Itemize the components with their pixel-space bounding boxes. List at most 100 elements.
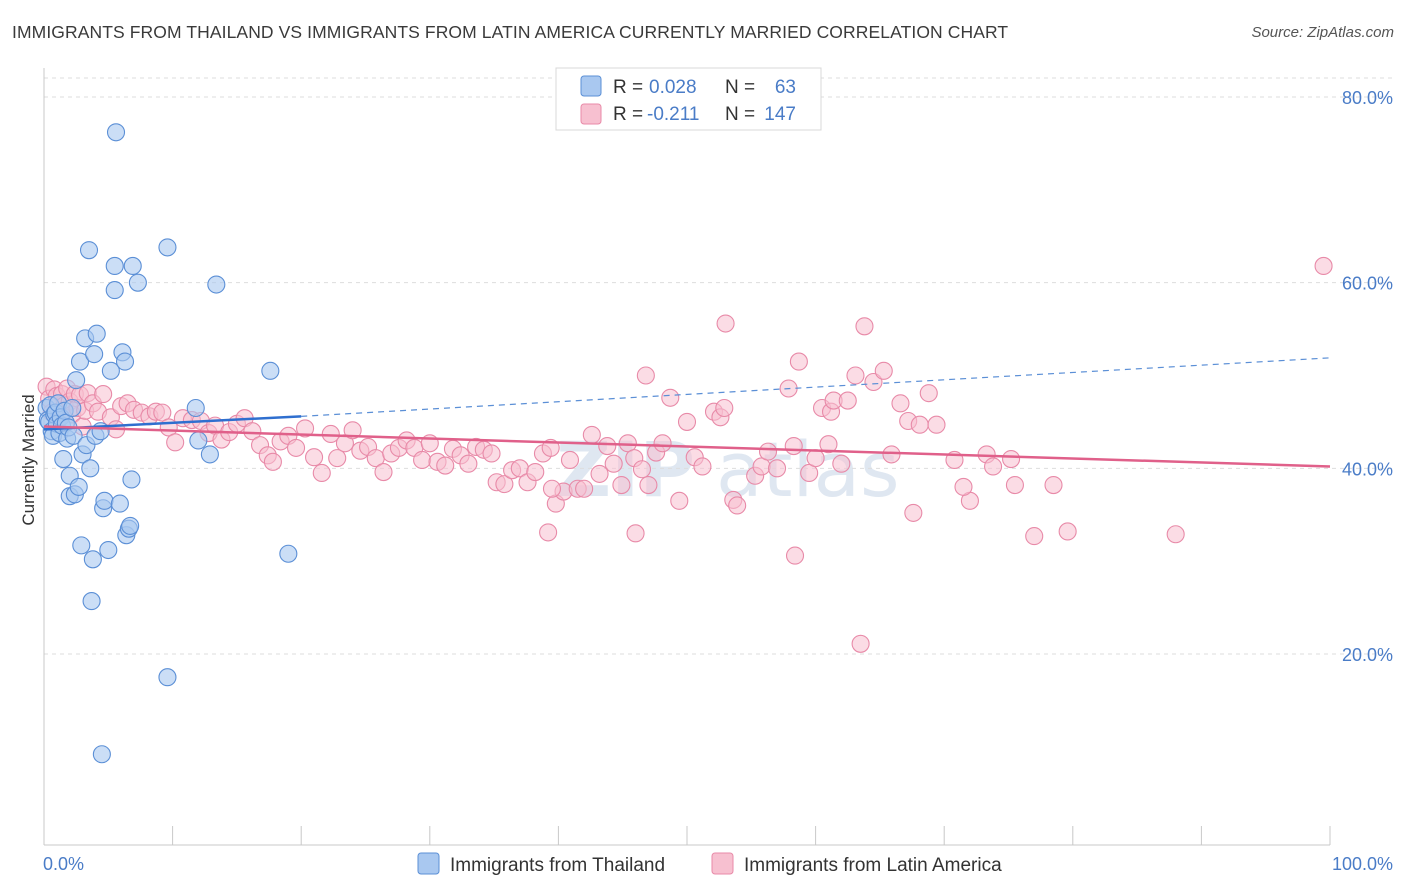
latam-point	[784, 437, 803, 456]
thailand-point	[110, 494, 129, 513]
series-latin-america-points	[37, 256, 1333, 653]
latam-point	[598, 437, 617, 456]
latam-point	[1314, 256, 1333, 276]
thailand-point	[207, 275, 226, 294]
thailand-point	[158, 238, 177, 257]
thailand-point	[158, 668, 177, 687]
thailand-point	[122, 470, 141, 489]
latam-point	[374, 462, 393, 482]
y-tick-label: 60.0%	[1342, 274, 1393, 294]
latam-point	[927, 415, 946, 434]
thailand-point	[54, 449, 73, 469]
thailand-trend-extension	[301, 357, 1331, 417]
x-tick-labels: 0.0% 100.0%	[43, 854, 1393, 874]
latam-point	[874, 361, 893, 380]
thailand-point	[99, 540, 118, 560]
source-credit: Source: ZipAtlas.com	[1251, 24, 1394, 41]
latam-point	[832, 454, 851, 473]
latam-point	[612, 475, 631, 495]
latam-point	[1058, 522, 1077, 541]
legend-n-label-1: N =	[725, 77, 755, 98]
thailand-point	[92, 745, 111, 764]
latam-point	[653, 434, 672, 453]
latam-point	[582, 425, 601, 444]
latam-point	[575, 479, 594, 498]
thailand-point	[85, 345, 104, 364]
x-tick-label-min: 0.0%	[43, 854, 84, 874]
latam-point	[1025, 527, 1044, 546]
latam-point	[94, 385, 113, 404]
latam-point	[891, 394, 910, 413]
latam-point	[806, 449, 825, 468]
latam-point	[984, 457, 1003, 476]
latam-point	[560, 450, 580, 470]
legend-swatch-latam	[580, 103, 602, 125]
latam-point	[919, 384, 938, 403]
axes	[43, 68, 1331, 846]
latam-point	[716, 314, 735, 333]
latam-point	[526, 462, 545, 482]
latam-point	[728, 496, 747, 515]
thailand-point	[87, 324, 106, 343]
latam-point	[542, 479, 562, 498]
latam-point	[328, 449, 347, 468]
correlation-legend: R = 0.028 N = 63 R = -0.211 N = 147	[555, 67, 822, 131]
thailand-point	[72, 536, 91, 555]
latam-point	[767, 459, 787, 478]
legend-swatch-thailand	[580, 75, 602, 97]
latam-point	[1166, 525, 1185, 544]
latam-point	[632, 460, 652, 479]
legend-n-label-2: N =	[725, 104, 755, 125]
legend-bottom-label-latam: Immigrants from Latin America	[744, 855, 1002, 876]
chart-title: IMMIGRANTS FROM THAILAND VS IMMIGRANTS F…	[12, 22, 1009, 42]
trend-lines	[43, 357, 1331, 468]
latam-point	[296, 419, 315, 438]
y-axis-title: Currently Married	[19, 394, 38, 525]
latam-point	[312, 463, 331, 483]
latam-point	[495, 475, 514, 494]
legend-n-value-1: 63	[775, 77, 796, 98]
legend-bottom-swatch-latam	[711, 852, 734, 875]
latam-point	[693, 457, 712, 476]
latam-point	[636, 366, 655, 385]
thailand-point	[123, 256, 142, 276]
latam-point	[838, 391, 857, 410]
thailand-point	[83, 550, 102, 569]
thailand-point	[101, 361, 120, 380]
x-tick-label-max: 100.0%	[1332, 854, 1393, 874]
latam-point	[343, 421, 362, 440]
thailand-point	[81, 459, 100, 478]
latam-point	[1002, 449, 1021, 469]
latam-point	[166, 433, 185, 452]
latam-point	[1005, 475, 1024, 495]
latam-trend-line	[43, 425, 1331, 468]
latam-point	[482, 444, 501, 463]
latam-point	[287, 438, 306, 457]
latam-point	[539, 523, 558, 542]
series-thailand-points	[37, 123, 298, 764]
latam-point	[715, 398, 734, 418]
thailand-point	[121, 516, 140, 535]
legend-r-label-2: R =	[613, 104, 643, 125]
thailand-point	[106, 123, 126, 142]
latam-point	[459, 454, 478, 473]
legend-bottom-label-thailand: Immigrants from Thailand	[450, 855, 665, 876]
y-tick-label: 20.0%	[1342, 645, 1393, 665]
latam-point	[305, 448, 324, 467]
latam-point	[661, 388, 680, 407]
thailand-point	[63, 398, 82, 418]
series-legend: Immigrants from Thailand Immigrants from…	[417, 852, 1002, 876]
thailand-point	[128, 273, 147, 292]
thailand-point	[69, 477, 88, 496]
thailand-point	[189, 431, 208, 450]
thailand-point	[186, 398, 205, 418]
latam-point	[864, 372, 883, 392]
latam-point	[243, 422, 262, 441]
latam-point	[785, 546, 805, 565]
thailand-point	[105, 256, 124, 276]
thailand-point	[261, 361, 280, 380]
latam-point	[855, 317, 874, 336]
legend-n-value-2: 147	[764, 104, 796, 125]
thailand-point	[82, 592, 101, 611]
